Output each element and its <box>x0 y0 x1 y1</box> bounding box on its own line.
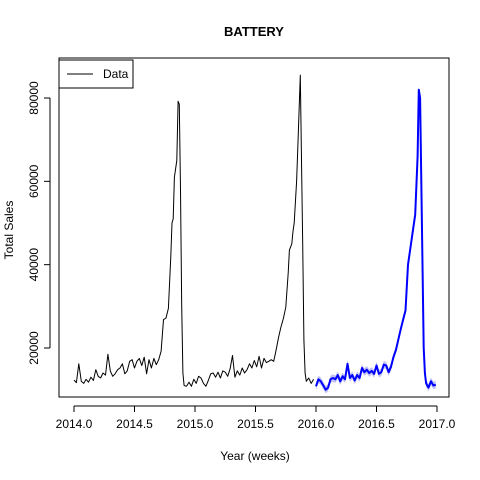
y-tick-label: 20000 <box>27 331 41 365</box>
x-tick-label: 2015.5 <box>237 417 274 431</box>
x-tick-label: 2014.0 <box>56 417 93 431</box>
x-tick-label: 2017.0 <box>419 417 456 431</box>
x-axis: 2014.0 2014.5 2015.0 2015.5 2016.0 2016.5 2017… <box>56 405 456 431</box>
plot-frame <box>58 57 450 398</box>
y-axis: 20000 40000 60000 80000 <box>27 81 51 365</box>
legend-label-data: Data <box>103 67 129 81</box>
series-line-forecast <box>315 88 437 391</box>
legend: Data <box>58 59 134 89</box>
y-tick-label: 60000 <box>27 164 41 198</box>
x-axis-label: Year (weeks) <box>220 449 290 463</box>
y-tick-label: 40000 <box>27 248 41 282</box>
series-line-data <box>73 74 315 387</box>
chart-title: BATTERY <box>224 24 284 39</box>
x-tick-label: 2016.0 <box>298 417 335 431</box>
y-axis-label: Total Sales <box>2 201 16 260</box>
y-tick-label: 80000 <box>27 81 41 115</box>
x-tick-label: 2015.0 <box>177 417 214 431</box>
x-tick-label: 2014.5 <box>116 417 153 431</box>
series-layer <box>73 74 437 394</box>
x-tick-label: 2016.5 <box>358 417 395 431</box>
